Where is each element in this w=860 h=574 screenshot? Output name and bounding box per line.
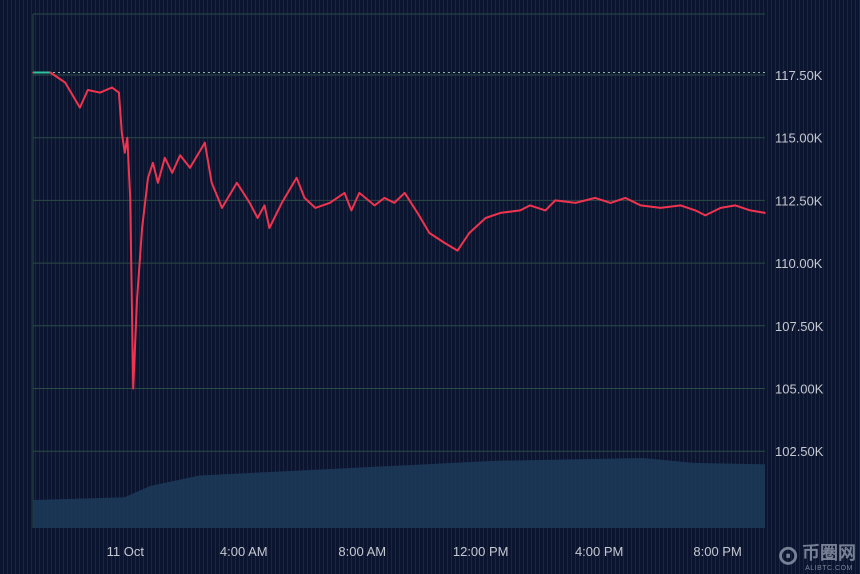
price-point: [126, 136, 129, 139]
price-point: [749, 209, 751, 212]
price-point: [314, 207, 317, 209]
price-point: [152, 161, 154, 164]
price-point: [121, 131, 123, 134]
price-point: [403, 192, 406, 194]
price-point: [609, 202, 612, 204]
watermark-sub: ALIBTC.COM: [805, 565, 853, 572]
price-point: [163, 156, 166, 159]
price-point: [544, 209, 547, 212]
price-point: [111, 86, 113, 89]
price-point: [694, 209, 697, 212]
price-point: [49, 71, 52, 74]
x-tick-label: 8:00 PM: [693, 544, 741, 559]
price-point: [639, 204, 642, 207]
price-point: [764, 212, 766, 214]
price-point: [594, 197, 597, 199]
watermark-logo: ⊙ 币圈网 ALIBTC.COM: [777, 539, 856, 572]
price-point: [328, 202, 331, 204]
price-point: [679, 204, 682, 207]
price-point: [373, 204, 376, 207]
price-point: [719, 207, 722, 209]
price-point: [350, 209, 353, 212]
price-point: [79, 106, 81, 109]
price-point: [499, 212, 502, 214]
price-point: [132, 387, 134, 390]
y-tick-label: 105.00K: [775, 382, 824, 397]
price-line: [33, 71, 766, 390]
price-point: [358, 192, 361, 194]
y-tick-label: 117.50K: [775, 68, 823, 83]
y-tick-label: 107.50K: [775, 319, 824, 334]
price-point: [416, 212, 419, 214]
price-point: [157, 182, 159, 184]
price-point: [393, 202, 396, 204]
price-point: [32, 71, 34, 74]
price-point: [136, 297, 138, 300]
price-point: [147, 177, 149, 179]
price-point: [256, 217, 259, 219]
price-point: [171, 172, 173, 174]
y-tick-label: 115.00K: [775, 131, 823, 146]
price-point: [443, 242, 446, 244]
price-point: [295, 177, 298, 179]
price-point: [99, 91, 101, 94]
price-point: [280, 202, 283, 204]
price-point: [129, 197, 132, 199]
price-point: [529, 204, 531, 207]
price-point: [383, 197, 386, 199]
watermark-text: 币圈网: [802, 543, 856, 563]
x-tick-label: 8:00 AM: [338, 544, 386, 559]
price-point: [86, 89, 89, 91]
price-point: [343, 192, 346, 194]
price-point: [221, 207, 223, 209]
price-point: [456, 249, 459, 252]
price-point: [263, 204, 266, 207]
price-point: [203, 141, 206, 144]
price-point: [659, 207, 662, 209]
y-tick-label: 112.50K: [775, 193, 823, 208]
price-point: [64, 81, 66, 84]
price-point: [118, 91, 120, 94]
price-point: [484, 217, 487, 219]
watermark-text-block: 币圈网 ALIBTC.COM: [802, 539, 856, 572]
price-point: [624, 197, 627, 199]
x-tick-label: 11 Oct: [107, 544, 145, 559]
x-tick-label: 12:00 PM: [453, 544, 509, 559]
price-point: [734, 204, 737, 207]
price-point: [141, 227, 143, 229]
x-tick-label: 4:00 AM: [220, 544, 268, 559]
price-point: [468, 232, 471, 234]
price-point: [519, 209, 521, 212]
price-point: [124, 151, 126, 154]
price-point: [189, 166, 191, 169]
y-tick-label: 102.50K: [775, 444, 824, 459]
y-tick-label: 110.00K: [775, 256, 823, 271]
price-point: [574, 202, 577, 204]
price-point: [303, 197, 306, 199]
price-point: [554, 199, 557, 202]
watermark-icon: ⊙: [777, 540, 799, 570]
price-point: [428, 232, 431, 234]
price-point: [704, 214, 707, 217]
price-point: [248, 202, 251, 204]
price-point: [179, 154, 181, 157]
area-series: [33, 458, 765, 528]
x-tick-label: 4:00 PM: [575, 544, 623, 559]
price-point: [268, 227, 271, 229]
price-point: [210, 182, 213, 184]
price-point: [236, 182, 238, 184]
